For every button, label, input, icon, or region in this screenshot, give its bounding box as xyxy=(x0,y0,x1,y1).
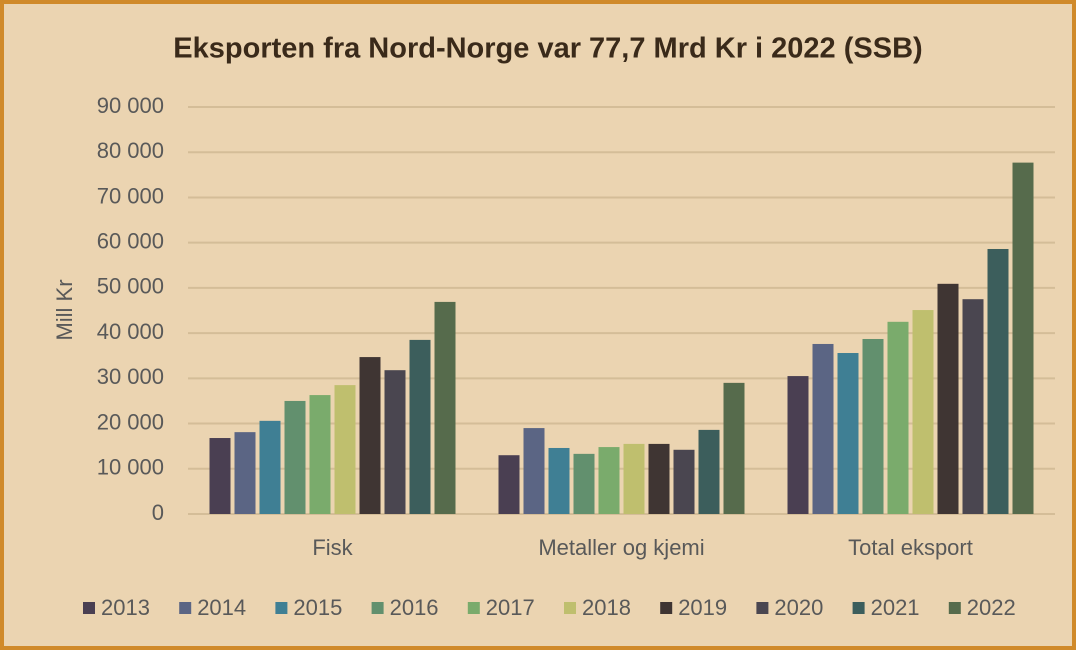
bar xyxy=(912,310,934,514)
bar xyxy=(409,339,431,514)
chart-title: Eksporten fra Nord-Norge var 77,7 Mrd Kr… xyxy=(173,33,922,65)
bar xyxy=(384,370,406,514)
bar xyxy=(887,321,909,514)
bar xyxy=(259,420,281,514)
bar xyxy=(359,357,381,514)
legend-label: 2015 xyxy=(293,595,342,620)
bar xyxy=(309,395,331,514)
legend-label: 2018 xyxy=(582,595,631,620)
y-tick-label: 30 000 xyxy=(97,364,164,389)
y-tick-label: 10 000 xyxy=(97,455,164,480)
legend-swatch xyxy=(467,602,480,614)
y-tick-label: 90 000 xyxy=(97,93,164,118)
bar xyxy=(862,338,884,514)
legend-label: 2021 xyxy=(871,595,920,620)
bar xyxy=(937,283,959,514)
legend-swatch xyxy=(371,602,384,614)
bar xyxy=(573,453,595,514)
bar xyxy=(548,447,570,514)
bar xyxy=(787,376,809,514)
bar xyxy=(284,400,306,514)
bar xyxy=(648,443,670,514)
bar xyxy=(523,428,545,514)
bar xyxy=(209,438,231,514)
legend-swatch xyxy=(275,602,288,614)
x-tick-label: Metaller og kjemi xyxy=(538,535,704,560)
y-axis-label: Mill Kr xyxy=(52,279,77,340)
y-tick-label: 60 000 xyxy=(97,228,164,253)
legend-label: 2013 xyxy=(101,595,150,620)
legend-swatch xyxy=(852,602,865,614)
x-tick-label: Total eksport xyxy=(848,535,973,560)
legend-swatch xyxy=(756,602,769,614)
bar xyxy=(598,447,620,514)
y-tick-label: 40 000 xyxy=(97,319,164,344)
legend-label: 2017 xyxy=(486,595,535,620)
legend-label: 2016 xyxy=(390,595,439,620)
bar xyxy=(234,432,256,514)
bar xyxy=(1012,162,1034,514)
y-tick-label: 20 000 xyxy=(97,409,164,434)
x-tick-label: Fisk xyxy=(312,535,353,560)
bar xyxy=(812,343,834,514)
legend-swatch xyxy=(83,602,95,614)
bar xyxy=(987,248,1009,514)
y-tick-label: 80 000 xyxy=(97,138,164,163)
bar xyxy=(962,299,984,514)
y-tick-label: 0 xyxy=(152,500,164,525)
bar xyxy=(837,353,859,514)
legend-swatch xyxy=(564,602,576,614)
legend-label: 2014 xyxy=(197,595,246,620)
legend-swatch xyxy=(948,602,961,614)
bar xyxy=(498,455,520,514)
legend-swatch xyxy=(660,602,673,614)
y-tick-label: 50 000 xyxy=(97,274,164,299)
bar xyxy=(673,449,695,514)
bar xyxy=(723,382,745,514)
bar xyxy=(434,301,456,514)
bar xyxy=(334,385,356,514)
legend-label: 2020 xyxy=(774,595,823,620)
y-tick-label: 70 000 xyxy=(97,183,164,208)
legend-label: 2019 xyxy=(678,595,727,620)
legend-label: 2022 xyxy=(967,595,1016,620)
bar xyxy=(623,443,645,514)
legend-swatch xyxy=(179,602,192,614)
bar xyxy=(698,429,720,514)
